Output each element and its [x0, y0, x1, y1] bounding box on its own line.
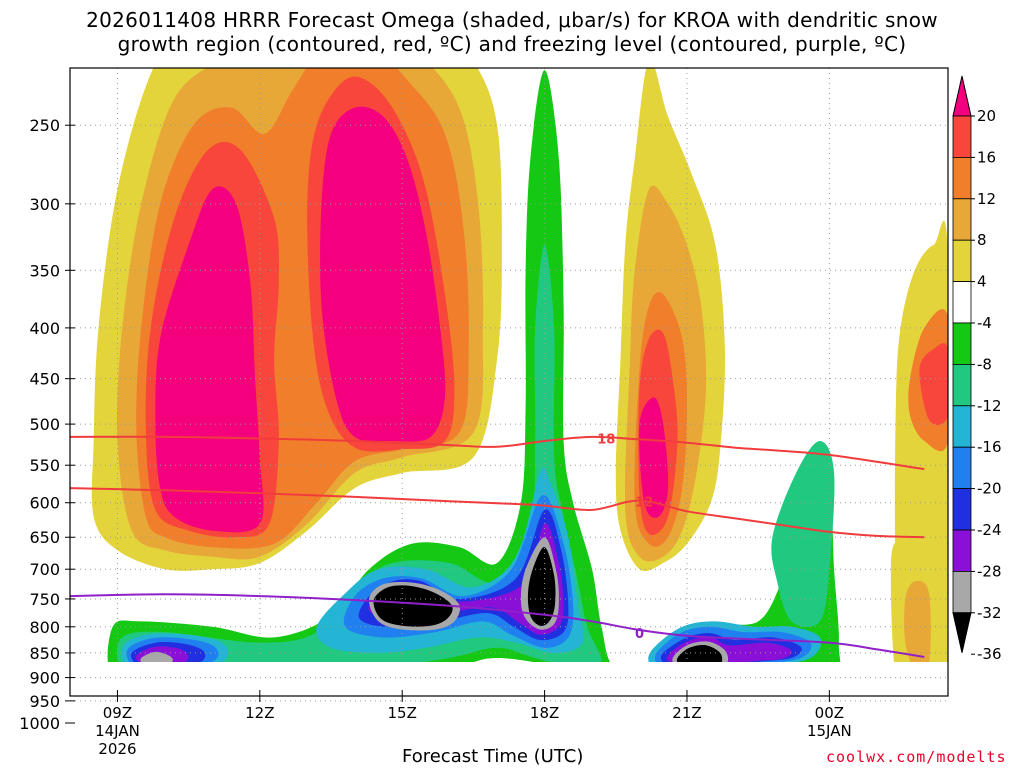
colorbar-segment	[952, 322, 972, 365]
colorbar-label: -12	[977, 397, 1002, 415]
chart-title-line-2: growth region (contoured, red, ºC) and f…	[117, 32, 907, 56]
omega-region-20	[155, 186, 264, 533]
y-tick-label: 400	[29, 319, 60, 338]
pressure-axis: 250 300 350 400 450 500 550 600 650 700 750 800 850 9…	[19, 116, 75, 733]
colorbar-segment	[952, 488, 972, 531]
colorbar-segment	[952, 405, 972, 448]
y-tick-label: 800	[29, 618, 60, 637]
colorbar-label: -24	[977, 521, 1002, 539]
colorbar-segment	[952, 529, 972, 572]
x-tick-label: 21Z	[672, 704, 701, 722]
colorbar-label: -4	[977, 314, 992, 332]
contour-line--18	[70, 435, 925, 471]
x-tick-label: 18Z	[530, 704, 559, 722]
colorbar-segment	[952, 239, 972, 282]
x-tick-label: 00Z	[815, 704, 844, 722]
y-tick-label: 750	[29, 590, 60, 609]
colorbar-top-arrow	[952, 75, 972, 117]
y-tick-label: 950	[29, 692, 60, 711]
y-tick-label: 300	[29, 195, 60, 214]
colorbar-label: -28	[977, 562, 1002, 580]
y-tick-label: 900	[29, 669, 60, 688]
omega-region-20	[639, 397, 669, 518]
y-tick-label: 550	[29, 456, 60, 475]
omega-region--12	[771, 441, 835, 628]
omega-region--36	[527, 547, 556, 626]
contour-layer: 18 12 0	[70, 433, 925, 658]
y-tick-label: 1000	[19, 714, 60, 733]
colorbar-segment	[952, 115, 972, 158]
colorbar-segment	[952, 571, 972, 614]
omega-region-20	[320, 106, 446, 442]
omega-region--36	[373, 585, 453, 627]
x-tick-label: 15Z	[388, 704, 417, 722]
colorbar-label: 4	[977, 273, 987, 291]
colorbar-label: -16	[977, 438, 1002, 456]
x-tick-date: 14JAN	[95, 722, 140, 740]
colorbar-segment	[952, 156, 972, 200]
y-tick-label: 450	[29, 370, 60, 389]
x-tick-year: 2026	[98, 740, 136, 758]
y-tick-label: 250	[29, 116, 60, 135]
x-tick-label: 09Z	[103, 704, 132, 722]
contour-line-0	[70, 593, 925, 658]
colorbar-segment	[952, 363, 972, 407]
y-tick-label: 850	[29, 644, 60, 663]
colorbar-label: 20	[977, 107, 996, 125]
contour-label: 18	[597, 433, 615, 448]
omega-region--36	[676, 644, 723, 662]
dotted-grid	[70, 68, 948, 702]
colorbar-segment	[952, 198, 972, 241]
colorbar-label: 12	[977, 190, 996, 208]
contour-label: 0	[635, 627, 644, 642]
colorbar-label: -36	[977, 645, 1002, 663]
source-credit-link[interactable]: coolwx.com/modelts	[826, 748, 1007, 766]
omega-region-16	[919, 343, 948, 425]
x-tick-label: 12Z	[245, 704, 274, 722]
plot-frame	[69, 67, 949, 697]
omega-colorbar: 20 16 12 8 4 -4 -8 -12 -16 -20 -24 -28 -32 -36	[952, 75, 1002, 663]
colorbar-segment	[952, 281, 972, 324]
y-tick-label: 350	[29, 261, 60, 280]
colorbar-label: -32	[977, 604, 1002, 622]
omega-region--32	[140, 651, 173, 662]
omega-region-8	[904, 580, 931, 662]
colorbar-label: 8	[977, 231, 987, 249]
y-tick-label: 700	[29, 560, 60, 579]
colorbar-segment	[952, 446, 972, 490]
omega-shading-layer	[91, 26, 948, 701]
x-tick-date: 15JAN	[807, 722, 852, 740]
chart-title: 2026011408 HRRR Forecast Omega (shaded, …	[0, 8, 1024, 56]
contour-line--12	[70, 487, 925, 539]
colorbar-bottom-arrow	[952, 612, 972, 653]
contour-label: 12	[635, 495, 653, 510]
chart-title-line-1: 2026011408 HRRR Forecast Omega (shaded, …	[86, 8, 938, 32]
y-tick-label: 500	[29, 415, 60, 434]
x-axis-title: Forecast Time (UTC)	[402, 746, 584, 767]
colorbar-label: -20	[977, 480, 1002, 498]
y-tick-label: 650	[29, 528, 60, 547]
colorbar-label: -8	[977, 355, 992, 373]
y-tick-label: 600	[29, 494, 60, 513]
omega-region-4	[446, 680, 513, 701]
colorbar-label: 16	[977, 148, 996, 166]
omega-region--4	[943, 26, 948, 50]
